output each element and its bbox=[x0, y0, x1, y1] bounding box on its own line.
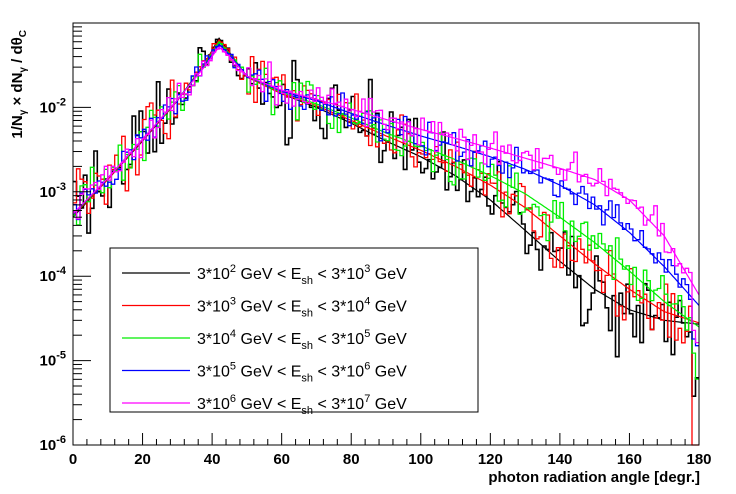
x-tick-label: 60 bbox=[273, 451, 290, 468]
x-tick-label: 120 bbox=[478, 451, 503, 468]
legend-box bbox=[109, 247, 479, 413]
x-tick-label: 40 bbox=[204, 451, 221, 468]
x-tick-label: 100 bbox=[408, 451, 433, 468]
x-tick-label: 20 bbox=[134, 451, 151, 468]
fit-line-series-5 bbox=[72, 46, 700, 296]
x-tick-label: 140 bbox=[547, 451, 572, 468]
series-layer bbox=[72, 37, 700, 446]
plot-frame bbox=[72, 22, 700, 446]
x-tick-label: 0 bbox=[69, 451, 77, 468]
x-tick-label: 180 bbox=[686, 451, 711, 468]
x-tick-label: 160 bbox=[617, 451, 642, 468]
x-axis: 0 20 40 60 80 100 120 140 160 180 bbox=[69, 433, 712, 468]
histogram-series-5 bbox=[73, 47, 699, 344]
x-tick-label: 80 bbox=[343, 451, 360, 468]
x-axis-title: photon radiation angle [degr.] bbox=[488, 469, 700, 486]
